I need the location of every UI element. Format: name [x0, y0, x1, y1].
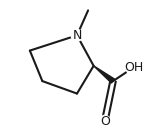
Circle shape	[126, 59, 142, 75]
Circle shape	[71, 30, 83, 41]
Polygon shape	[94, 66, 115, 83]
Text: O: O	[100, 115, 110, 128]
Circle shape	[99, 116, 111, 127]
Text: N: N	[72, 29, 82, 42]
Text: OH: OH	[124, 61, 144, 74]
